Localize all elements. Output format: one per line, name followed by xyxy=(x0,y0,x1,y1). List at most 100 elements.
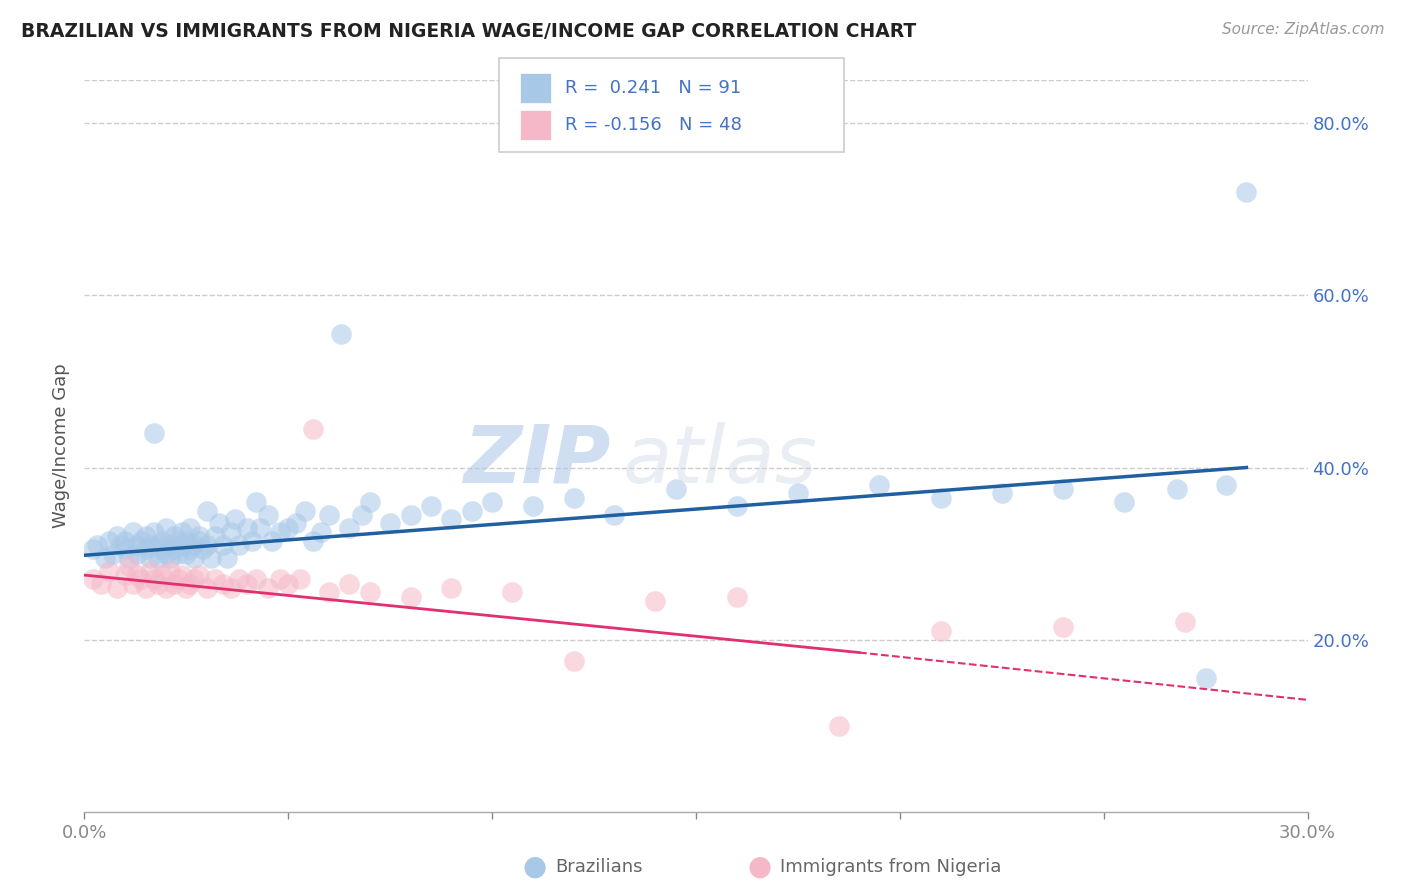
Point xyxy=(219,581,242,595)
Point xyxy=(122,576,145,591)
Point xyxy=(929,624,952,638)
Point xyxy=(163,576,186,591)
Point xyxy=(420,500,443,514)
Point xyxy=(174,533,197,548)
Point xyxy=(929,491,952,505)
Point xyxy=(1166,482,1188,496)
Point xyxy=(101,547,124,561)
Point xyxy=(1052,482,1074,496)
Point xyxy=(787,486,810,500)
Point xyxy=(167,573,190,587)
Point xyxy=(294,503,316,517)
Point xyxy=(562,491,585,505)
Point xyxy=(224,512,246,526)
Point xyxy=(187,568,209,582)
Point xyxy=(183,538,205,552)
Point xyxy=(339,576,361,591)
Point xyxy=(277,576,299,591)
Point xyxy=(82,542,104,557)
Point xyxy=(127,538,149,552)
Text: R =  0.241   N = 91: R = 0.241 N = 91 xyxy=(565,79,741,97)
Point xyxy=(135,542,157,557)
Point xyxy=(991,486,1014,500)
Point xyxy=(167,547,190,561)
Point xyxy=(219,524,242,539)
Point xyxy=(1114,495,1136,509)
Point xyxy=(318,585,340,599)
Point xyxy=(155,547,177,561)
Point xyxy=(269,524,291,539)
Point xyxy=(172,524,194,539)
Point xyxy=(257,508,280,522)
Point xyxy=(217,550,239,565)
Point xyxy=(195,503,218,517)
Text: ●: ● xyxy=(747,853,772,881)
Point xyxy=(172,568,194,582)
Point xyxy=(277,521,299,535)
Point xyxy=(159,538,181,552)
Point xyxy=(82,573,104,587)
Point xyxy=(146,538,169,552)
Point xyxy=(138,538,160,552)
Point xyxy=(159,550,181,565)
Point xyxy=(118,559,141,574)
Point xyxy=(301,533,323,548)
Point xyxy=(90,576,112,591)
Point xyxy=(208,516,231,531)
Point xyxy=(245,573,267,587)
Point xyxy=(135,529,157,543)
Point xyxy=(127,568,149,582)
Point xyxy=(127,547,149,561)
Point xyxy=(135,581,157,595)
Text: R = -0.156   N = 48: R = -0.156 N = 48 xyxy=(565,116,742,134)
Point xyxy=(163,529,186,543)
Point xyxy=(603,508,626,522)
Point xyxy=(114,533,136,548)
Point xyxy=(93,550,115,565)
Point xyxy=(114,568,136,582)
Point xyxy=(155,581,177,595)
Point xyxy=(240,533,263,548)
Point xyxy=(1195,671,1218,685)
Point xyxy=(110,538,132,552)
Point xyxy=(502,585,524,599)
Point xyxy=(195,538,218,552)
Point xyxy=(257,581,280,595)
Point xyxy=(522,500,544,514)
Point xyxy=(179,576,201,591)
Point xyxy=(159,564,181,578)
Point xyxy=(481,495,503,509)
Point xyxy=(86,538,108,552)
Point xyxy=(179,521,201,535)
Point xyxy=(174,581,197,595)
Text: BRAZILIAN VS IMMIGRANTS FROM NIGERIA WAGE/INCOME GAP CORRELATION CHART: BRAZILIAN VS IMMIGRANTS FROM NIGERIA WAG… xyxy=(21,22,917,41)
Point xyxy=(142,426,165,441)
Point xyxy=(440,512,463,526)
Point xyxy=(318,508,340,522)
Point xyxy=(183,573,205,587)
Point xyxy=(285,516,308,531)
Point xyxy=(260,533,283,548)
Point xyxy=(138,564,160,578)
Point xyxy=(191,542,214,557)
Point xyxy=(869,477,891,491)
Point xyxy=(131,533,153,548)
Point xyxy=(1052,620,1074,634)
Point xyxy=(236,576,259,591)
Point xyxy=(725,500,748,514)
Point xyxy=(399,590,422,604)
Point xyxy=(228,538,250,552)
Point xyxy=(228,573,250,587)
Point xyxy=(212,538,235,552)
Point xyxy=(290,573,312,587)
Point xyxy=(309,524,332,539)
Point xyxy=(105,581,128,595)
Point xyxy=(174,547,197,561)
Point xyxy=(138,550,160,565)
Text: Source: ZipAtlas.com: Source: ZipAtlas.com xyxy=(1222,22,1385,37)
Point xyxy=(440,581,463,595)
Point xyxy=(359,585,381,599)
Point xyxy=(249,521,271,535)
Text: Immigrants from Nigeria: Immigrants from Nigeria xyxy=(780,858,1001,876)
Point xyxy=(665,482,688,496)
